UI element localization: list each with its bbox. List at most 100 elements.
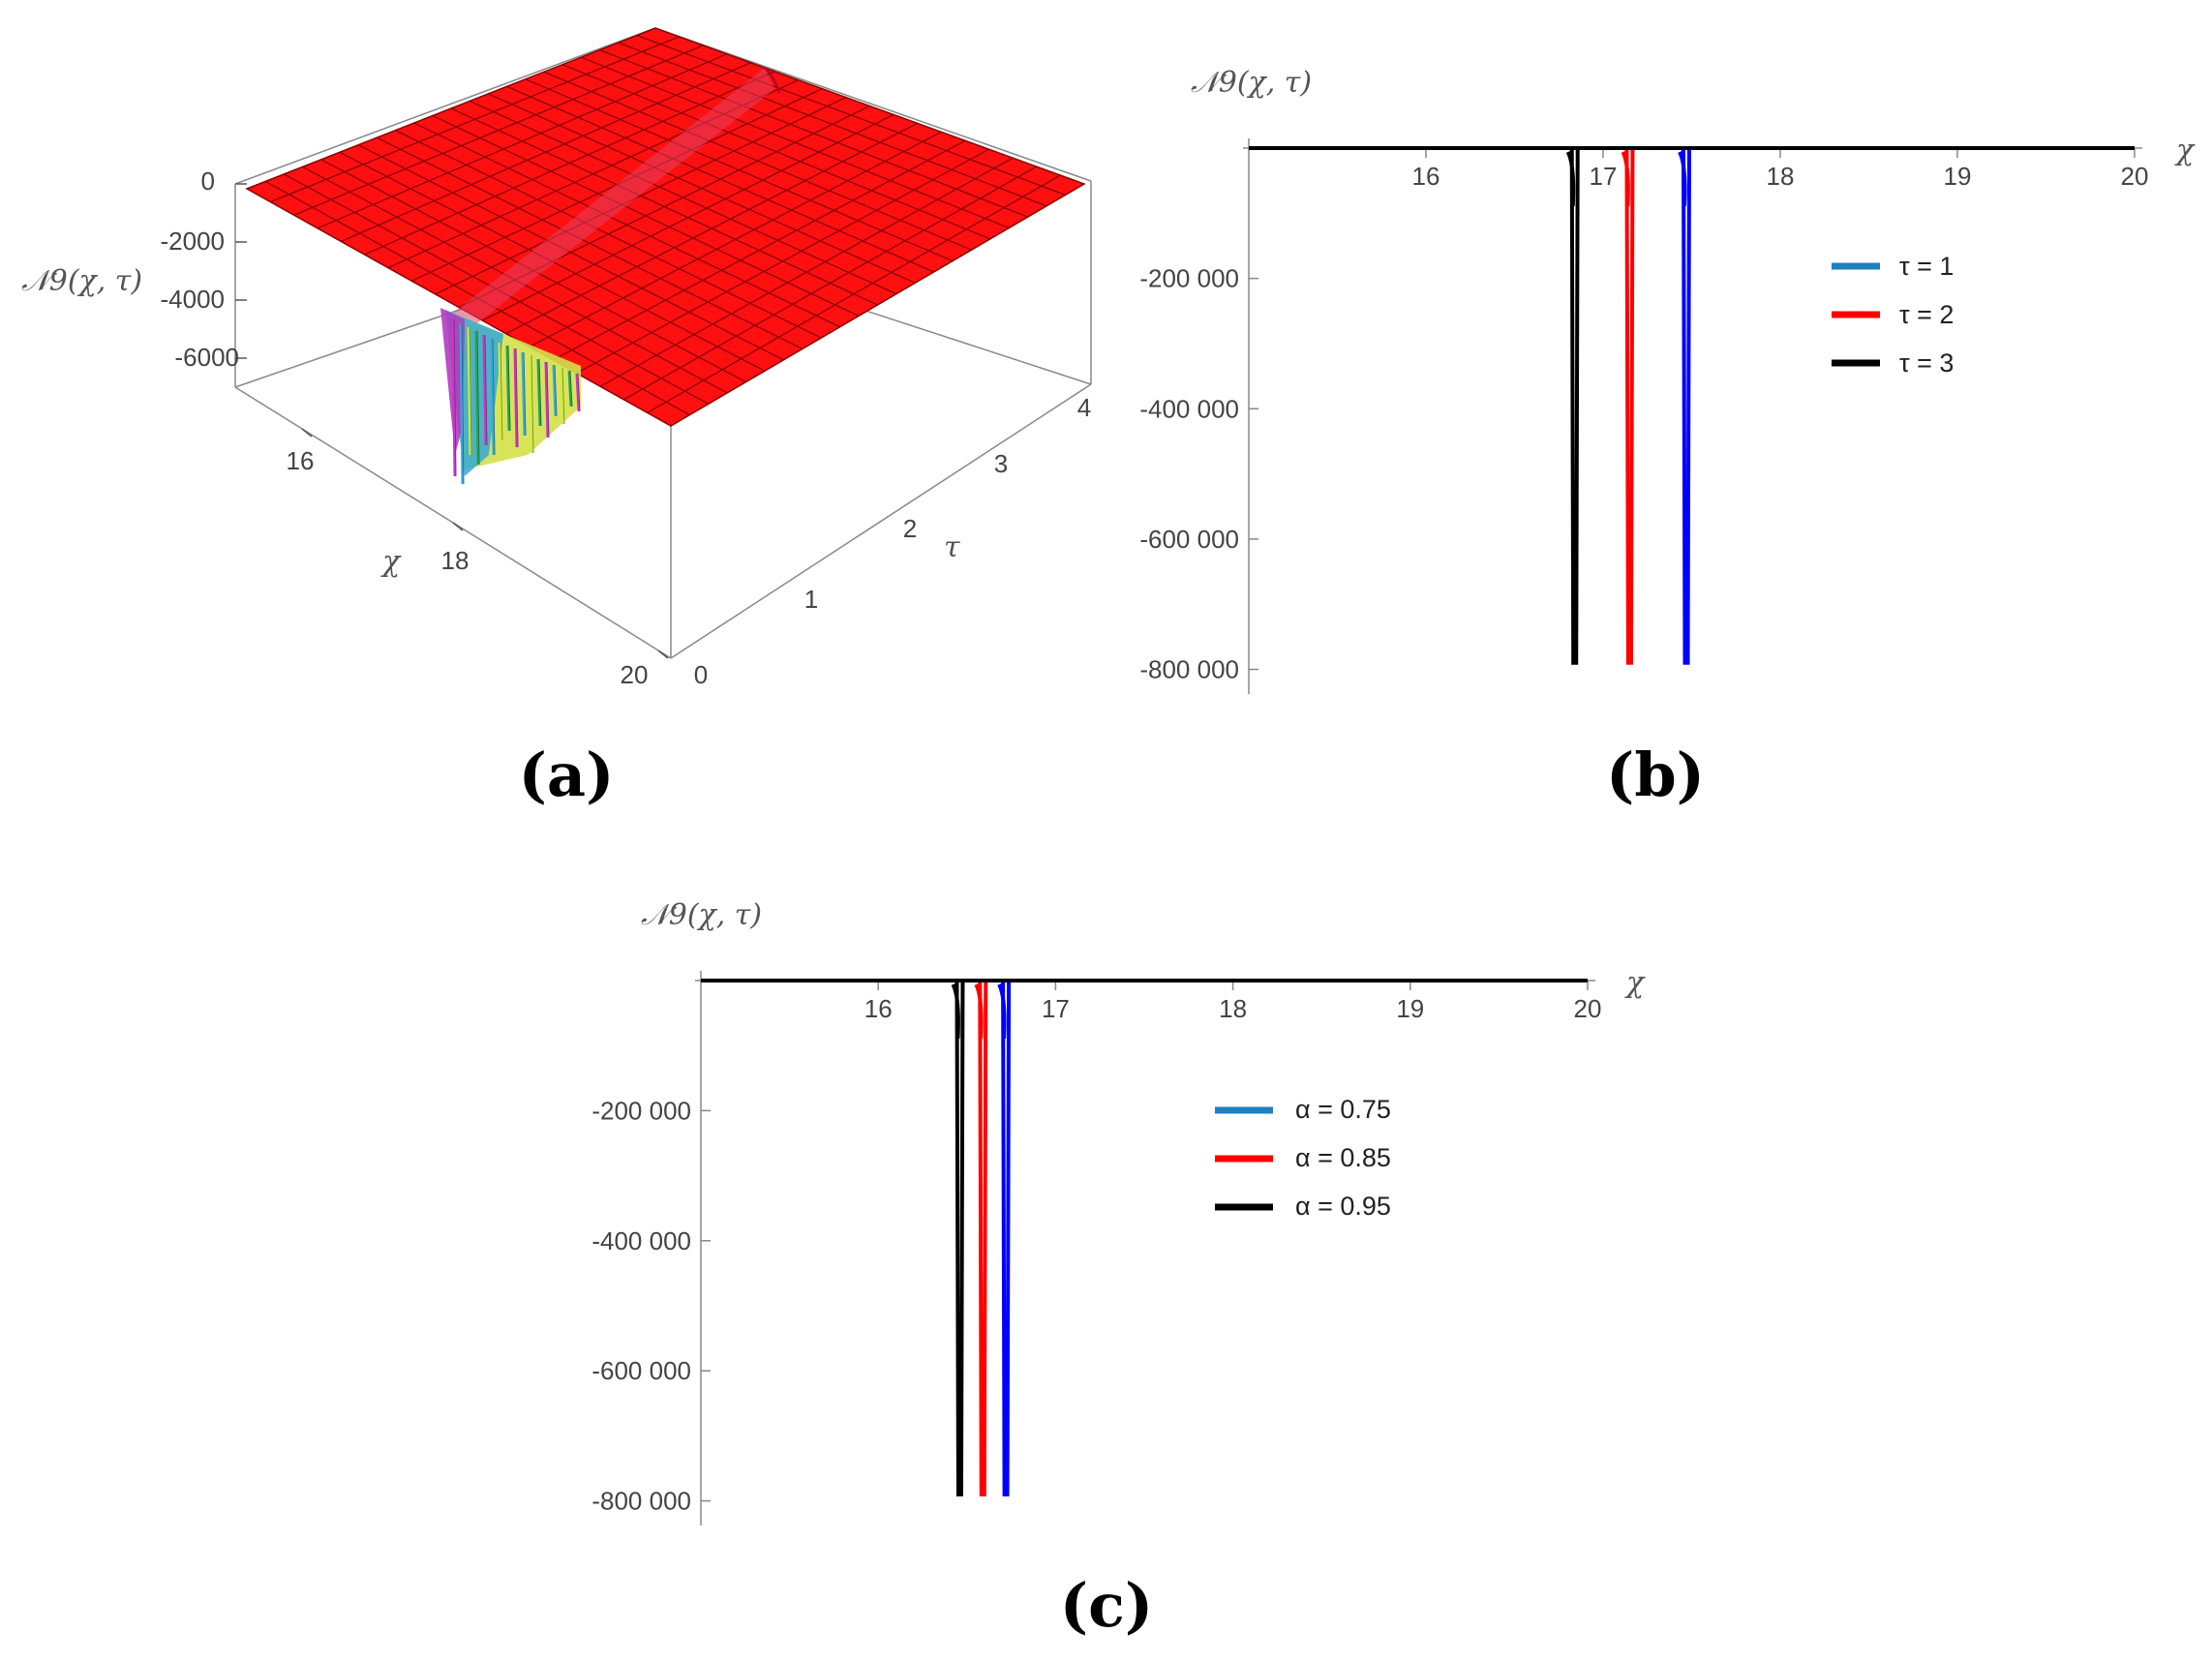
- trough-spike: [505, 345, 511, 432]
- trough-spike: [536, 358, 542, 427]
- panel-a-x-axis: 16 18 20 χ: [287, 428, 669, 689]
- series-spike-shoulder: [1565, 151, 1576, 207]
- mesh-line: [576, 148, 989, 375]
- y-tick-label: 2: [903, 514, 917, 543]
- y-tick-label: -800 000: [591, 1487, 691, 1516]
- trough-spike: [544, 361, 550, 438]
- series-line: [701, 979, 1588, 1496]
- legend-label: τ = 3: [1899, 348, 1954, 378]
- x-tick-label: 16: [864, 994, 893, 1023]
- trough-spike: [451, 318, 457, 477]
- trough-spike-edge: [577, 373, 581, 412]
- x-tick-label: 16: [287, 446, 315, 475]
- mesh-line: [505, 122, 919, 335]
- z-tick-label: 0: [201, 166, 215, 196]
- y-tick-label: -600 000: [591, 1356, 691, 1385]
- series-spike-shoulder: [1678, 151, 1687, 207]
- y-tick-label: -800 000: [1139, 655, 1239, 684]
- y-tick-label: 3: [994, 449, 1008, 478]
- panel-b-ticks: 16 17 18 19 20 -200 000 -400 000 -600 000 -800 0…: [1139, 138, 2148, 694]
- z-tick-label: -4000: [161, 285, 226, 314]
- y-tick-label: 4: [1077, 393, 1091, 422]
- x-axis-label: χ: [380, 545, 402, 579]
- series-line: [1249, 146, 2135, 665]
- trough-spike-edge: [492, 338, 496, 456]
- trough-spike-edge: [538, 358, 542, 427]
- panel-b-legend: τ = 1 τ = 2 τ = 3: [1832, 252, 1954, 378]
- y-axis-label: 𝒩9(χ, τ): [641, 898, 762, 932]
- trough-spike: [521, 351, 527, 437]
- trough-spike-edge: [507, 345, 511, 432]
- series-line: [1249, 146, 2135, 665]
- series-spike-shoulder: [951, 983, 960, 1040]
- x-tick-label: 19: [1944, 162, 1972, 191]
- x-tick-label: 20: [1574, 994, 1602, 1023]
- surface-ridge: [445, 68, 774, 341]
- mesh-line: [553, 139, 966, 361]
- series-spike-shoulder: [974, 983, 984, 1040]
- trough-spike: [560, 367, 565, 425]
- series-line: [701, 979, 1588, 1496]
- trough-spike: [567, 370, 573, 408]
- x-tick-label: 20: [621, 660, 649, 689]
- panel-label: (c): [1060, 1570, 1153, 1641]
- mesh-line: [599, 157, 1014, 387]
- series-line: [701, 979, 1588, 1496]
- trough-spike: [529, 354, 534, 454]
- mesh-line: [529, 131, 942, 348]
- x-tick-label: 20: [2121, 162, 2149, 191]
- y-tick-label: -600 000: [1139, 525, 1239, 554]
- mesh-line: [435, 96, 847, 295]
- mesh-line: [317, 53, 728, 229]
- trough-spike: [575, 373, 581, 412]
- trough-spike-edge: [500, 342, 503, 441]
- z-tick-label: -2000: [161, 227, 226, 256]
- trough-spike: [482, 334, 488, 446]
- z-tick-label: -6000: [175, 343, 240, 372]
- series-line: [1249, 146, 2135, 665]
- trough-spike-edge: [515, 348, 519, 448]
- mesh-line: [647, 174, 1061, 413]
- trough-spike: [552, 364, 558, 417]
- trough-spike-edge: [530, 354, 534, 454]
- mesh-line: [364, 71, 775, 256]
- y-tick-label: 0: [694, 660, 708, 689]
- mesh-line: [270, 36, 680, 203]
- y-tick-label: -200 000: [591, 1096, 691, 1125]
- mesh-line: [482, 113, 894, 321]
- surface-trough-spikes: [440, 308, 581, 485]
- panel-a-z-axis: 0 -2000 -4000 -6000 𝒩9(χ, τ): [21, 166, 247, 372]
- trough-spike-edge: [554, 364, 558, 417]
- trough-spike-edge: [476, 330, 480, 466]
- series-spike-shoulder: [997, 983, 1007, 1040]
- y-tick-label: -400 000: [1139, 394, 1239, 423]
- panel-c-ticks: 16 17 18 19 20 -200 000 -400 000 -600 000 -800 0…: [591, 971, 1601, 1526]
- panel-a-y-axis: 0 1 2 3 4 τ: [694, 393, 1091, 689]
- x-tick-label: 17: [1042, 994, 1070, 1023]
- surface-top-plane: [245, 27, 1086, 427]
- legend-label: α = 0.95: [1295, 1192, 1391, 1221]
- trough-spike: [513, 348, 519, 448]
- y-axis-label: 𝒩9(χ, τ): [1191, 66, 1312, 100]
- panel-b-series: [1249, 146, 2135, 665]
- mesh-line: [293, 45, 704, 216]
- trough-spike-edge: [453, 318, 457, 477]
- x-axis-label: χ: [1624, 966, 1646, 1000]
- trough-spike: [459, 322, 465, 485]
- trough-spike: [467, 326, 472, 456]
- trough-spike-edge: [523, 351, 527, 437]
- trough-spike-edge: [561, 367, 565, 425]
- panel-label: (b): [1606, 740, 1705, 810]
- x-tick-label: 17: [1590, 162, 1618, 191]
- x-tick-label: 16: [1412, 162, 1440, 191]
- z-axis-label: 𝒩9(χ, τ): [21, 264, 142, 298]
- trough-spike-edge: [569, 370, 573, 408]
- trough-spike-edge: [484, 334, 488, 446]
- x-tick-label: 19: [1396, 994, 1424, 1023]
- legend-label: α = 0.85: [1295, 1143, 1391, 1172]
- trough-spike: [474, 330, 480, 466]
- y-tick-label: -200 000: [1139, 264, 1239, 293]
- panel-a-bounding-box: [234, 27, 1092, 659]
- y-tick-label: 1: [804, 585, 818, 614]
- surface-ridge-edge: [764, 67, 780, 94]
